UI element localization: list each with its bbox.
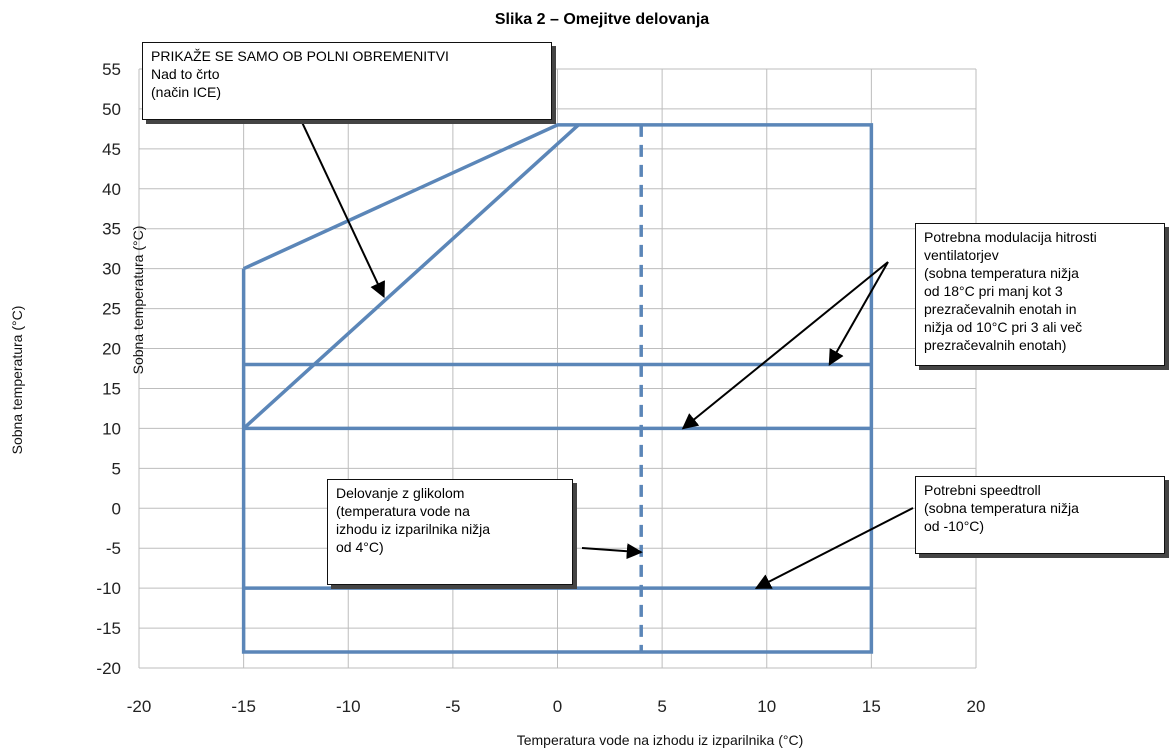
y-tick-label: 40 (102, 180, 121, 199)
annotation-line: (temperatura vode na (336, 503, 470, 519)
annotation-arrows (299, 117, 914, 590)
x-tick-label: -20 (127, 697, 152, 716)
annotation-line: nižja od 10°C pri 3 ali več (924, 319, 1083, 335)
annotation-line: Delovanje z glikolom (336, 485, 465, 501)
annotation-line: Nad to črto (151, 66, 220, 82)
y-tick-label: 25 (102, 300, 121, 319)
annotation-line: (sobna temperatura nižja (924, 500, 1079, 516)
y-tick-label: 45 (102, 140, 121, 159)
annotation-line: Potrebni speedtroll (924, 482, 1041, 498)
x-axis-label: Temperatura vode na izhodu iz izparilnik… (517, 732, 804, 748)
y-tick-label: 5 (112, 459, 121, 478)
annotation-line: od 4°C) (336, 539, 384, 555)
annotation-line: (sobna temperatura nižja (924, 265, 1079, 281)
y-tick-label: -5 (106, 539, 121, 558)
y-tick-label: -20 (96, 659, 121, 678)
annotation-line: prezračevalnih enotah in (924, 301, 1077, 317)
x-tick-label: -5 (445, 697, 460, 716)
annotation-line: Potrebna modulacija hitrosti (924, 229, 1097, 245)
annotation-line: (način ICE) (151, 84, 222, 100)
annotation-arrow-fan (681, 261, 889, 430)
annotation-glycol: Delovanje z glikolom (temperatura vode na… (327, 479, 573, 585)
annotation-arrow-fan (828, 261, 889, 366)
annotation-line: PRIKAŽE SE SAMO OB POLNI OBREMENITVI (151, 48, 449, 64)
annotation-line: od -10°C) (924, 518, 985, 534)
y-tick-label: -15 (96, 619, 121, 638)
y-tick-label: -10 (96, 579, 121, 598)
x-tick-label: -15 (231, 697, 256, 716)
x-tick-label: 10 (757, 697, 776, 716)
annotation-arrow-speedtroll (754, 507, 914, 590)
annotation-ice: PRIKAŽE SE SAMO OB POLNI OBREMENITVI Nad … (142, 42, 552, 120)
y-tick-label: 20 (102, 340, 121, 359)
y-tick-label: 10 (102, 419, 121, 438)
y-tick-label: 30 (102, 260, 121, 279)
annotation-arrow-glycol (581, 543, 643, 560)
y-tick-label: 15 (102, 379, 121, 398)
y-axis-label: Sobna temperatura (°C) (9, 306, 25, 455)
chart-title: Slika 2 – Omejitve delovanja (495, 11, 709, 28)
series-group (241, 123, 874, 654)
x-tick-label: 15 (862, 697, 881, 716)
annotation-fan-modulation: Potrebna modulacija hitrosti ventilatorje… (915, 223, 1165, 366)
x-tick-labels: -20 -15 -10 -5 0 5 10 15 20 (127, 697, 986, 716)
annotation-speedtroll: Potrebni speedtroll (sobna temperatura ni… (915, 476, 1165, 554)
y-tick-label: 0 (112, 499, 121, 518)
annotation-arrow-ice (299, 117, 385, 299)
y-axis-label-inner: Sobna temperatura (°C) (130, 226, 146, 375)
x-tick-label: 5 (657, 697, 666, 716)
y-tick-label: 55 (102, 60, 121, 79)
series-line-1 (242, 123, 580, 430)
annotation-line: ventilatorjev (924, 247, 999, 263)
annotation-line: izhodu iz izparilnika nižja (336, 521, 491, 537)
y-tick-label: 35 (102, 220, 121, 239)
x-tick-label: 20 (967, 697, 986, 716)
x-tick-label: 0 (553, 697, 562, 716)
y-tick-label: 50 (102, 100, 121, 119)
x-tick-label: -10 (336, 697, 361, 716)
annotation-line: prezračevalnih enotah) (924, 337, 1067, 353)
annotation-line: od 18°C pri manj kot 3 (924, 283, 1063, 299)
